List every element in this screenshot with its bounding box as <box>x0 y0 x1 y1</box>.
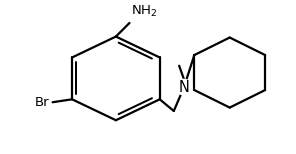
Circle shape <box>176 79 192 95</box>
Text: Br: Br <box>35 96 50 109</box>
Text: N: N <box>178 80 189 95</box>
Text: NH$_2$: NH$_2$ <box>131 4 158 19</box>
